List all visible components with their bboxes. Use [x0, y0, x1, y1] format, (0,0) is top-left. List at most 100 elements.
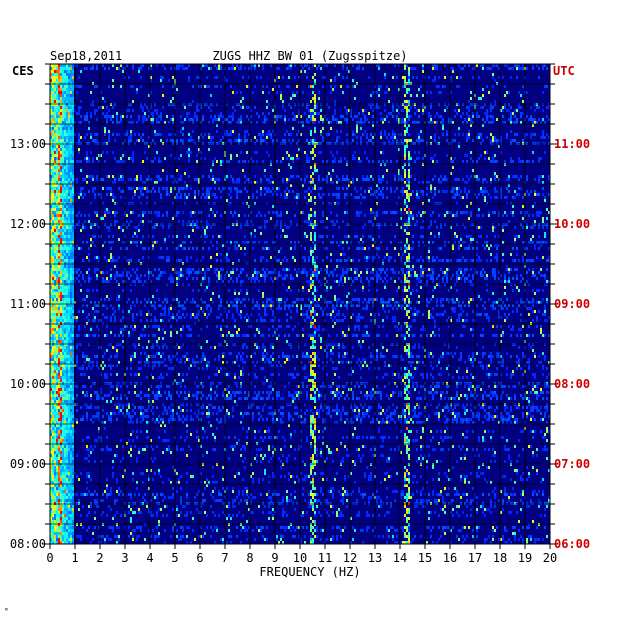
spectrogram-cell — [330, 253, 332, 256]
spectrogram-cell — [492, 64, 494, 67]
spectrogram-cell — [72, 244, 74, 247]
spectrogram-cell — [68, 208, 70, 211]
spectrogram-cell — [118, 187, 120, 190]
spectrogram-cell — [276, 277, 278, 280]
spectrogram-cell — [276, 118, 278, 121]
spectrogram-cell — [70, 82, 72, 85]
spectrogram-cell — [238, 274, 240, 277]
spectrogram-cell — [62, 250, 64, 253]
spectrogram-cell — [132, 157, 134, 160]
spectrogram-cell — [54, 229, 56, 232]
spectrogram-cell — [406, 193, 408, 196]
spectrogram-cell — [428, 250, 430, 253]
spectrogram-cell — [84, 280, 86, 283]
spectrogram-cell — [262, 256, 264, 259]
spectrogram-cell — [360, 238, 362, 241]
spectrogram-cell — [276, 214, 278, 217]
spectrogram-cell — [60, 178, 62, 181]
spectrogram-cell — [412, 214, 414, 217]
spectrogram-cell — [102, 142, 104, 145]
spectrogram-cell — [372, 136, 374, 139]
spectrogram-cell — [340, 157, 342, 160]
spectrogram-cell — [242, 202, 244, 205]
spectrogram-cell — [132, 160, 134, 163]
spectrogram-cell — [418, 211, 420, 214]
spectrogram-cell — [530, 190, 532, 193]
spectrogram-cell — [206, 286, 208, 289]
spectrogram-cell — [322, 136, 324, 139]
spectrogram-cell — [382, 118, 384, 121]
spectrogram-cell — [362, 283, 364, 286]
spectrogram-cell — [50, 235, 52, 238]
spectrogram-cell — [202, 193, 204, 196]
spectrogram-cell — [56, 259, 58, 262]
spectrogram-cell — [64, 289, 66, 292]
spectrogram-cell — [312, 76, 314, 79]
spectrogram-cell — [214, 118, 216, 121]
spectrogram-cell — [490, 133, 492, 136]
spectrogram-cell — [132, 64, 134, 67]
spectrogram-cell — [86, 112, 88, 115]
spectrogram-cell — [296, 223, 298, 226]
spectrogram-cell — [146, 196, 148, 199]
spectrogram-cell — [248, 178, 250, 181]
spectrogram-cell — [368, 220, 370, 223]
spectrogram-cell — [126, 226, 128, 229]
spectrogram-cell — [522, 85, 524, 88]
spectrogram-cell — [512, 277, 514, 280]
spectrogram-cell — [58, 199, 60, 202]
spectrogram-cell — [230, 139, 232, 142]
spectrogram-cell — [430, 115, 432, 118]
spectrogram-cell — [466, 121, 468, 124]
spectrogram-cell — [336, 175, 338, 178]
spectrogram-cell — [420, 214, 422, 217]
spectrogram-cell — [498, 298, 500, 301]
spectrogram-cell — [470, 259, 472, 262]
spectrogram-cell — [52, 178, 54, 181]
spectrogram-cell — [278, 169, 280, 172]
spectrogram-cell — [466, 139, 468, 142]
spectrogram-cell — [420, 256, 422, 259]
spectrogram-cell — [460, 196, 462, 199]
spectrogram-cell — [152, 304, 154, 307]
spectrogram-cell — [178, 271, 180, 274]
spectrogram-cell — [268, 91, 270, 94]
spectrogram-cell — [232, 115, 234, 118]
spectrogram-cell — [160, 118, 162, 121]
spectrogram-cell — [370, 220, 372, 223]
spectrogram-cell — [146, 190, 148, 193]
spectrogram-cell — [204, 229, 206, 232]
spectrogram-cell — [408, 70, 410, 73]
spectrogram-cell — [348, 301, 350, 304]
spectrogram-cell — [72, 199, 74, 202]
spectrogram-cell — [58, 196, 60, 199]
spectrogram-cell — [54, 250, 56, 253]
spectrogram-cell — [130, 283, 132, 286]
spectrogram-cell — [246, 190, 248, 193]
spectrogram-cell — [152, 115, 154, 118]
spectrogram-cell — [492, 274, 494, 277]
spectrogram-cell — [200, 85, 202, 88]
spectrogram-cell — [406, 256, 408, 259]
spectrogram-cell — [182, 211, 184, 214]
spectrogram-cell — [130, 220, 132, 223]
spectrogram-cell — [166, 256, 168, 259]
spectrogram-cell — [144, 112, 146, 115]
spectrogram-cell — [50, 223, 52, 226]
spectrogram-cell — [50, 82, 52, 85]
spectrogram-cell — [500, 187, 502, 190]
spectrogram-cell — [522, 205, 524, 208]
spectrogram-cell — [96, 85, 98, 88]
spectrogram-cell — [156, 133, 158, 136]
spectrogram-cell — [276, 139, 278, 142]
spectrogram-cell — [142, 133, 144, 136]
spectrogram-cell — [64, 298, 66, 301]
spectrogram-cell — [496, 247, 498, 250]
spectrogram-cell — [236, 196, 238, 199]
spectrogram-cell — [50, 145, 52, 148]
spectrogram-cell — [272, 109, 274, 112]
spectrogram-cell — [396, 118, 398, 121]
spectrogram-cell — [56, 208, 58, 211]
spectrogram-cell — [150, 301, 152, 304]
spectrogram-cell — [128, 271, 130, 274]
